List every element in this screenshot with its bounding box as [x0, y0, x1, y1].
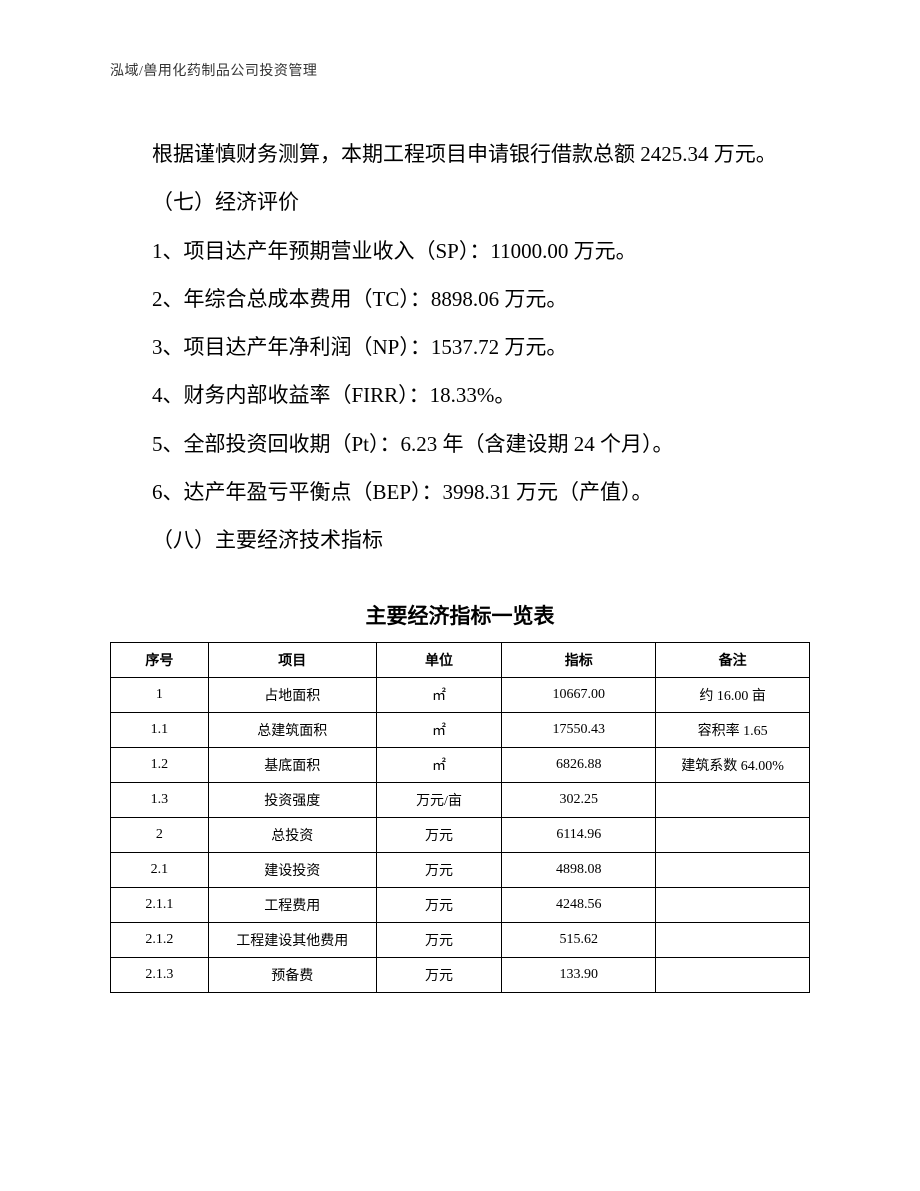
cell-seq: 2.1.1	[111, 887, 209, 922]
body-content: 根据谨慎财务测算，本期工程项目申请银行借款总额 2425.34 万元。 （七）经…	[110, 130, 810, 565]
cell-note	[656, 817, 810, 852]
cell-value: 133.90	[502, 957, 656, 992]
paragraph: 4、财务内部收益率（FIRR）：18.33%。	[110, 371, 810, 419]
cell-unit: ㎡	[376, 677, 502, 712]
th-note: 备注	[656, 642, 810, 677]
th-unit: 单位	[376, 642, 502, 677]
table-row: 1.1 总建筑面积 ㎡ 17550.43 容积率 1.65	[111, 712, 810, 747]
cell-unit: 万元	[376, 852, 502, 887]
cell-seq: 2.1.3	[111, 957, 209, 992]
table-row: 2.1 建设投资 万元 4898.08	[111, 852, 810, 887]
cell-seq: 1.1	[111, 712, 209, 747]
cell-item: 投资强度	[208, 782, 376, 817]
cell-item: 工程建设其他费用	[208, 922, 376, 957]
table-title: 主要经济指标一览表	[110, 600, 810, 630]
cell-value: 515.62	[502, 922, 656, 957]
cell-unit: 万元	[376, 887, 502, 922]
paragraph: 1、项目达产年预期营业收入（SP）：11000.00 万元。	[110, 227, 810, 275]
table-header-row: 序号 项目 单位 指标 备注	[111, 642, 810, 677]
cell-unit: 万元	[376, 957, 502, 992]
cell-seq: 1.2	[111, 747, 209, 782]
paragraph: （八）主要经济技术指标	[110, 516, 810, 564]
table-body: 1 占地面积 ㎡ 10667.00 约 16.00 亩 1.1 总建筑面积 ㎡ …	[111, 677, 810, 992]
paragraph: 5、全部投资回收期（Pt）：6.23 年（含建设期 24 个月）。	[110, 420, 810, 468]
cell-seq: 1.3	[111, 782, 209, 817]
cell-value: 4898.08	[502, 852, 656, 887]
cell-item: 工程费用	[208, 887, 376, 922]
cell-item: 基底面积	[208, 747, 376, 782]
cell-note: 容积率 1.65	[656, 712, 810, 747]
cell-note: 建筑系数 64.00%	[656, 747, 810, 782]
cell-item: 预备费	[208, 957, 376, 992]
cell-note: 约 16.00 亩	[656, 677, 810, 712]
paragraph: 2、年综合总成本费用（TC）：8898.06 万元。	[110, 275, 810, 323]
cell-value: 6826.88	[502, 747, 656, 782]
table-row: 1.2 基底面积 ㎡ 6826.88 建筑系数 64.00%	[111, 747, 810, 782]
cell-item: 总投资	[208, 817, 376, 852]
paragraph: 6、达产年盈亏平衡点（BEP）：3998.31 万元（产值）。	[110, 468, 810, 516]
cell-unit: 万元	[376, 817, 502, 852]
cell-item: 占地面积	[208, 677, 376, 712]
cell-unit: 万元/亩	[376, 782, 502, 817]
cell-value: 17550.43	[502, 712, 656, 747]
th-item: 项目	[208, 642, 376, 677]
cell-note	[656, 782, 810, 817]
cell-seq: 2.1.2	[111, 922, 209, 957]
table-row: 2.1.3 预备费 万元 133.90	[111, 957, 810, 992]
table-row: 1.3 投资强度 万元/亩 302.25	[111, 782, 810, 817]
cell-note	[656, 957, 810, 992]
cell-seq: 2	[111, 817, 209, 852]
table-row: 2.1.2 工程建设其他费用 万元 515.62	[111, 922, 810, 957]
cell-item: 建设投资	[208, 852, 376, 887]
cell-item: 总建筑面积	[208, 712, 376, 747]
cell-value: 6114.96	[502, 817, 656, 852]
cell-unit: ㎡	[376, 747, 502, 782]
cell-unit: ㎡	[376, 712, 502, 747]
paragraph: （七）经济评价	[110, 178, 810, 226]
cell-note	[656, 922, 810, 957]
cell-value: 10667.00	[502, 677, 656, 712]
table-row: 1 占地面积 ㎡ 10667.00 约 16.00 亩	[111, 677, 810, 712]
economic-indicators-table: 序号 项目 单位 指标 备注 1 占地面积 ㎡ 10667.00 约 16.00…	[110, 642, 810, 993]
cell-note	[656, 852, 810, 887]
cell-value: 302.25	[502, 782, 656, 817]
cell-unit: 万元	[376, 922, 502, 957]
cell-value: 4248.56	[502, 887, 656, 922]
th-value: 指标	[502, 642, 656, 677]
table-row: 2 总投资 万元 6114.96	[111, 817, 810, 852]
paragraph: 3、项目达产年净利润（NP）：1537.72 万元。	[110, 323, 810, 371]
cell-note	[656, 887, 810, 922]
cell-seq: 1	[111, 677, 209, 712]
table-row: 2.1.1 工程费用 万元 4248.56	[111, 887, 810, 922]
th-seq: 序号	[111, 642, 209, 677]
cell-seq: 2.1	[111, 852, 209, 887]
paragraph: 根据谨慎财务测算，本期工程项目申请银行借款总额 2425.34 万元。	[110, 130, 810, 178]
page-header: 泓域/兽用化药制品公司投资管理	[110, 60, 810, 80]
